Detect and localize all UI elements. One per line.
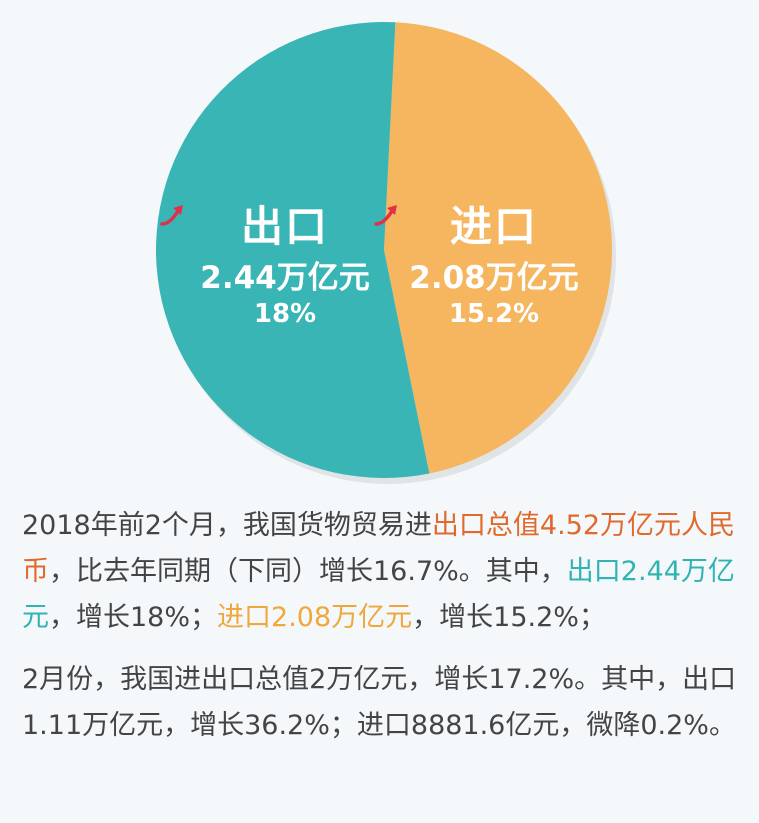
summary-run-0: 2018年前2个月，我国货物贸易进: [22, 510, 432, 541]
export-label-group: 出口 2.44万亿元 18%: [160, 202, 410, 332]
summary-run-2: ，比去年同期（下同）增长16.7%。其中，: [49, 556, 567, 587]
export-name: 出口: [240, 202, 329, 251]
summary-run-3: 出口2.44万亿元: [22, 556, 735, 633]
pie-slice-import: [384, 22, 613, 474]
summary-paragraph-1: 2018年前2个月，我国货物贸易进出口总值4.52万亿元人民币，比去年同期（下同…: [22, 503, 747, 641]
summary-run-6: ，增长15.2%；: [412, 602, 606, 633]
export-value: 2.44万亿元: [200, 260, 370, 297]
import-growth: 15.2%: [374, 205, 614, 332]
summary-run-5: 进口2.08万亿元: [217, 602, 413, 633]
export-growth: 18%: [160, 205, 410, 332]
import-name: 进口: [449, 202, 538, 251]
import-growth-value: 15.2%: [448, 299, 540, 330]
summary-run-1: 出口总值4.52万亿元人民币: [22, 510, 736, 587]
import-label-group: 进口 2.08万亿元 15.2%: [374, 202, 614, 332]
summary-text: 2018年前2个月，我国货物贸易进出口总值4.52万亿元人民币，比去年同期（下同…: [22, 503, 747, 749]
import-value: 2.08万亿元: [409, 260, 579, 297]
up-arrow-icon: [374, 205, 397, 226]
export-growth-value: 18%: [253, 299, 317, 330]
pie-svg: [156, 22, 616, 484]
summary-paragraph-2: 2月份，我国进出口总值2万亿元，增长17.2%。其中，出口1.11万亿元，增长3…: [22, 664, 737, 741]
pie-chart: 出口 2.44万亿元 18% 进口 2.08万亿元 15.2%: [156, 22, 616, 484]
up-arrow-icon: [160, 205, 183, 226]
summary-run-4: ，增长18%；: [49, 602, 218, 633]
pie-slice-export: [156, 22, 430, 479]
